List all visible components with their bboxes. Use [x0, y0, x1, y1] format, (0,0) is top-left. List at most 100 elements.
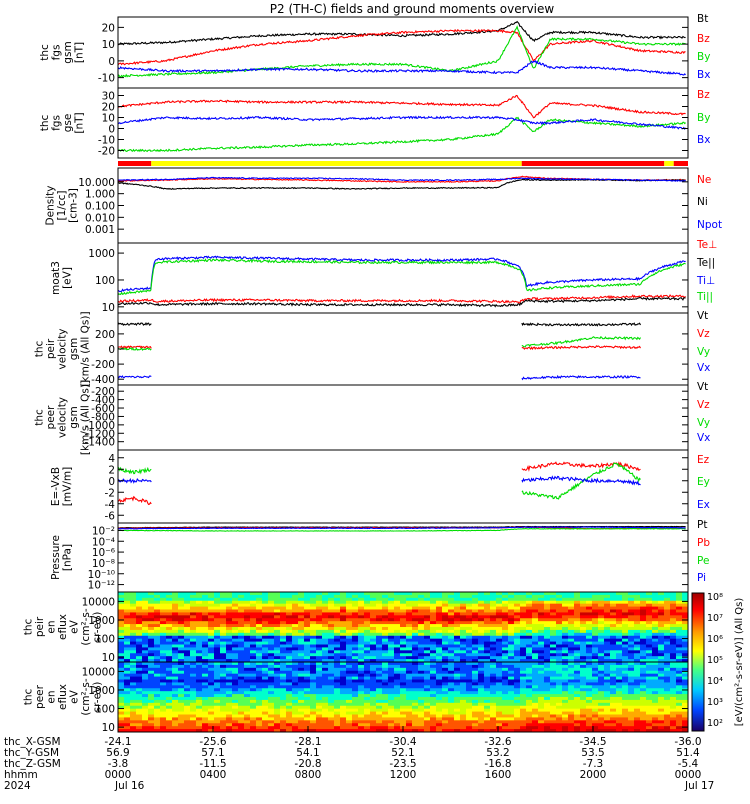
spectrogram-cell — [406, 694, 413, 698]
spectrogram-cell — [532, 676, 539, 680]
spectrogram-cell — [472, 714, 479, 718]
spectrogram-cell — [562, 600, 569, 605]
spectrogram-cell — [238, 682, 245, 686]
spectrogram-cell — [118, 600, 125, 605]
spectrogram-cell — [538, 609, 545, 613]
spectrogram-cell — [358, 717, 365, 721]
spectrogram-cell — [508, 714, 515, 718]
spectrogram-cell — [286, 609, 293, 613]
spectrogram-cell — [208, 627, 215, 631]
spectrogram-cell — [400, 638, 407, 642]
spectrogram-cell — [532, 714, 539, 718]
spectrogram-cell — [184, 705, 191, 710]
spectrogram-cell — [328, 600, 335, 605]
spectrogram-cell — [550, 670, 557, 675]
spectrogram-cell — [274, 632, 281, 637]
spectrogram-cell — [628, 612, 635, 616]
spectrogram-cell — [640, 702, 647, 707]
spectrogram-cell — [196, 662, 203, 666]
spectrogram-cell — [274, 597, 281, 602]
spectrogram-cell — [574, 708, 581, 712]
spectrogram-cell — [460, 606, 467, 610]
spectrogram-cell — [424, 679, 431, 683]
spectrogram-cell — [418, 708, 425, 712]
spectrogram-cell — [544, 644, 551, 648]
spectrogram-cell — [598, 641, 605, 645]
spectrogram-cell — [316, 676, 323, 680]
spectrogram-cell — [508, 662, 515, 666]
spectrogram-cell — [574, 632, 581, 637]
spectrogram-cell — [358, 699, 365, 704]
spectrogram-cell — [346, 708, 353, 712]
spectrogram-cell — [256, 694, 263, 698]
spectrogram-cell — [400, 653, 407, 657]
spectrogram-cell — [310, 664, 317, 669]
spectrogram-cell — [178, 720, 185, 724]
spectrogram-cell — [310, 644, 317, 648]
spectrogram-cell — [568, 650, 575, 654]
spectrogram-cell — [334, 720, 341, 724]
spectrogram-cell — [208, 650, 215, 654]
spectrogram-cell — [334, 688, 341, 692]
spectrogram-cell — [256, 615, 263, 619]
spectrogram-cell — [406, 618, 413, 622]
spectrogram-cell — [604, 714, 611, 718]
spectrogram-cell — [562, 682, 569, 686]
spectrogram-cell — [274, 726, 281, 730]
spectrogram-cell — [286, 702, 293, 707]
spectrogram-cell — [592, 705, 599, 710]
spectrogram-cell — [190, 717, 197, 721]
spectrogram-cell — [190, 615, 197, 619]
spectrogram-cell — [682, 653, 689, 657]
spectrogram-cell — [520, 618, 527, 622]
spectrogram-cell — [592, 711, 599, 715]
spectrogram-cell — [634, 629, 641, 634]
spectrogram-cell — [232, 697, 239, 701]
spectrogram-cell — [406, 597, 413, 602]
spectrogram-cell — [652, 647, 659, 651]
spectrogram-cell — [664, 705, 671, 710]
spectrogram-cell — [178, 662, 185, 666]
spectrogram-cell — [142, 662, 149, 666]
spectrogram-cell — [178, 702, 185, 707]
spectrogram-cell — [604, 600, 611, 605]
spectrogram-cell — [592, 679, 599, 683]
spectrogram-cell — [298, 650, 305, 654]
spectrogram-cell — [124, 638, 131, 642]
spectrogram-cell — [412, 679, 419, 683]
spectrogram-cell — [316, 711, 323, 715]
spectrogram-cell — [640, 632, 647, 637]
spectrogram-cell — [130, 659, 137, 663]
spectrogram-cell — [154, 688, 161, 692]
spectrogram-cell — [232, 600, 239, 605]
spectrogram-cell — [310, 600, 317, 605]
spectrogram-cell — [574, 705, 581, 710]
spectrogram-cell — [652, 659, 659, 663]
spectrogram-cell — [256, 726, 263, 730]
spectrogram-cell — [622, 632, 629, 637]
spectrogram-cell — [154, 627, 161, 631]
spectrogram-cell — [352, 624, 359, 628]
spectrogram-cell — [346, 600, 353, 605]
spectrogram-cell — [280, 685, 287, 689]
spectrogram-cell — [364, 717, 371, 721]
spectrogram-cell — [664, 615, 671, 619]
spectrogram-cell — [424, 597, 431, 602]
spectrogram-cell — [676, 682, 683, 686]
spectrogram-cell — [184, 635, 191, 640]
spectrogram-cell — [628, 615, 635, 619]
spectrogram-cell — [220, 612, 227, 616]
spectrogram-cell — [286, 606, 293, 610]
spectrogram-cell — [304, 635, 311, 640]
spectrogram-cell — [574, 699, 581, 704]
spectrogram-cell — [484, 606, 491, 610]
spectrogram-cell — [550, 708, 557, 712]
spectrogram-cell — [232, 720, 239, 724]
spectrogram-cell — [334, 621, 341, 625]
spectrogram-cell — [178, 691, 185, 695]
spectrogram-cell — [280, 659, 287, 663]
spectrogram-cell — [514, 691, 521, 695]
spectrogram-cell — [550, 702, 557, 707]
spectrogram-cell — [124, 627, 131, 631]
spectrogram-cell — [490, 659, 497, 663]
